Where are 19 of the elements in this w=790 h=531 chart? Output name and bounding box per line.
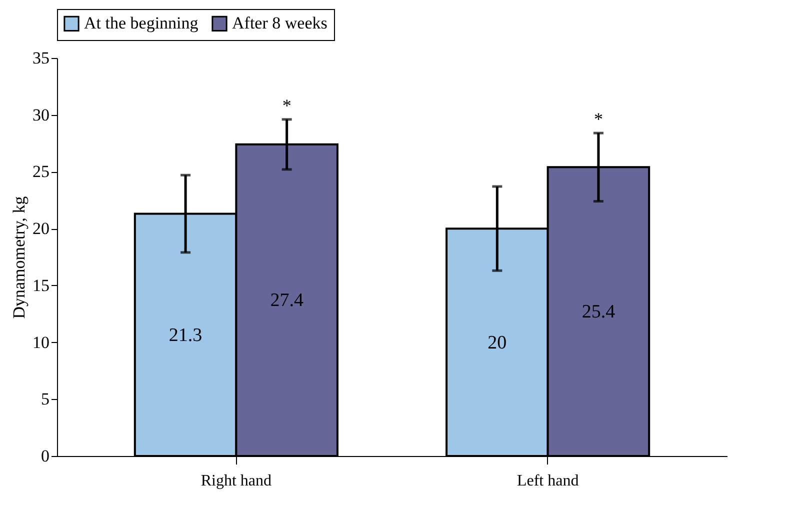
y-tick-label: 25 <box>32 162 50 182</box>
data-label: 27.4 <box>270 290 304 312</box>
y-tick-label: 0 <box>41 446 50 466</box>
y-tick-label: 35 <box>32 48 50 68</box>
x-tick-label: Left hand <box>516 472 579 490</box>
legend-label: After 8 weeks <box>232 14 328 33</box>
legend-label: At the beginning <box>84 14 199 33</box>
y-tick-label: 15 <box>32 276 50 295</box>
y-axis-title: Dynamometry, kg <box>10 196 28 319</box>
annotation: * <box>282 95 292 116</box>
annotation: * <box>594 109 603 130</box>
data-label: 21.3 <box>168 324 202 346</box>
data-label: 25.4 <box>582 302 616 323</box>
y-tick-label: 30 <box>32 105 50 124</box>
y-tick-label: 5 <box>41 390 50 409</box>
y-tick-label: 10 <box>32 332 50 352</box>
data-label: 20 <box>488 332 507 354</box>
x-tick-label: Right hand <box>200 472 272 490</box>
y-tick-label: 20 <box>32 219 50 238</box>
